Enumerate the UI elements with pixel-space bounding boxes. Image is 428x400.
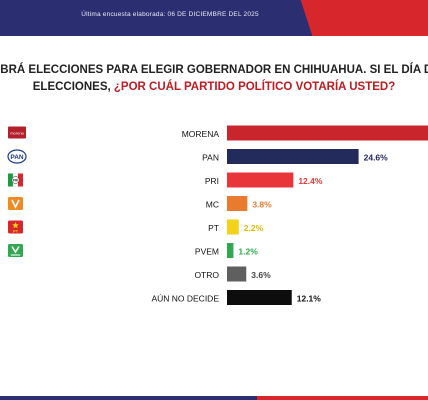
- morena-logo-text: morena: [10, 131, 24, 136]
- question-line-1: ABRÁ ELECCIONES PARA ELEGIR GOBERNADOR E…: [0, 64, 428, 76]
- mc-logo-eagle-icon: [11, 199, 20, 209]
- header-red-accent: [299, 0, 428, 36]
- pri-logo-green: [8, 173, 13, 187]
- category-label-otro: OTRO: [194, 270, 219, 280]
- pvem-logo-toucan-icon: [11, 246, 20, 254]
- pt-logo-text: PT: [13, 229, 19, 234]
- bar-a-n-no-decide: [227, 290, 292, 305]
- category-label-pt: PT: [208, 223, 219, 233]
- category-label-mc: MC: [206, 200, 219, 210]
- category-label-pri: PRI: [205, 176, 219, 186]
- bar-mc: [227, 196, 248, 211]
- bar-morena: [227, 125, 428, 141]
- morena-logo-bg: [8, 126, 26, 139]
- category-label-morena: MORENA: [182, 129, 220, 139]
- question-emphasis: ¿POR CUÁL PARTIDO POLÍTICO VOTARÍA USTED…: [113, 81, 396, 93]
- category-label-pvem: PVEM: [195, 247, 219, 257]
- value-label-a-n-no-decide: 12.1%: [297, 294, 322, 304]
- question-line-2: ELECCIONES, ¿POR CUÁL PARTIDO POLÍTICO V…: [0, 79, 428, 96]
- question-line-2-plain: ELECCIONES,: [32, 81, 114, 93]
- value-label-pvem: 1.2%: [238, 247, 258, 257]
- pan-logo-text: PAN: [10, 154, 24, 161]
- value-label-mc: 3.8%: [252, 200, 272, 210]
- value-label-otro: 3.6%: [251, 270, 271, 280]
- bar-pri: [227, 172, 294, 188]
- bar-otro: [227, 266, 247, 282]
- pvem-logo-text: VERDE: [11, 253, 21, 257]
- bar-pt: [227, 219, 239, 235]
- value-label-pan: 24.6%: [364, 153, 389, 163]
- pri-logo-circle: [11, 176, 20, 184]
- value-label-pri: 12.4%: [298, 176, 323, 186]
- survey-question: ABRÁ ELECCIONES PARA ELEGIR GOBERNADOR E…: [0, 62, 428, 96]
- pan-logo-ring: [7, 149, 27, 164]
- pri-logo-text: PRI: [13, 178, 18, 182]
- footer-band: [0, 396, 428, 400]
- value-label-pt: 2.2%: [244, 223, 264, 233]
- pt-logo-star-icon: [12, 222, 19, 229]
- bar-pvem: [227, 243, 234, 258]
- results-bar-chart: MORENA morena PAN 24.6% PAN PRI 12.4% PRI MC 3.8%…: [7, 125, 428, 305]
- survey-date: Última encuesta elaborada: 06 DE DICIEMB…: [81, 11, 259, 18]
- category-label-a-n-no-decide: AÚN NO DECIDE: [151, 294, 219, 304]
- category-label-pan: PAN: [202, 153, 219, 163]
- header-band: Última encuesta elaborada: 06 DE DICIEMB…: [0, 0, 428, 36]
- pri-logo-red: [18, 173, 23, 187]
- bar-pan: [227, 149, 359, 164]
